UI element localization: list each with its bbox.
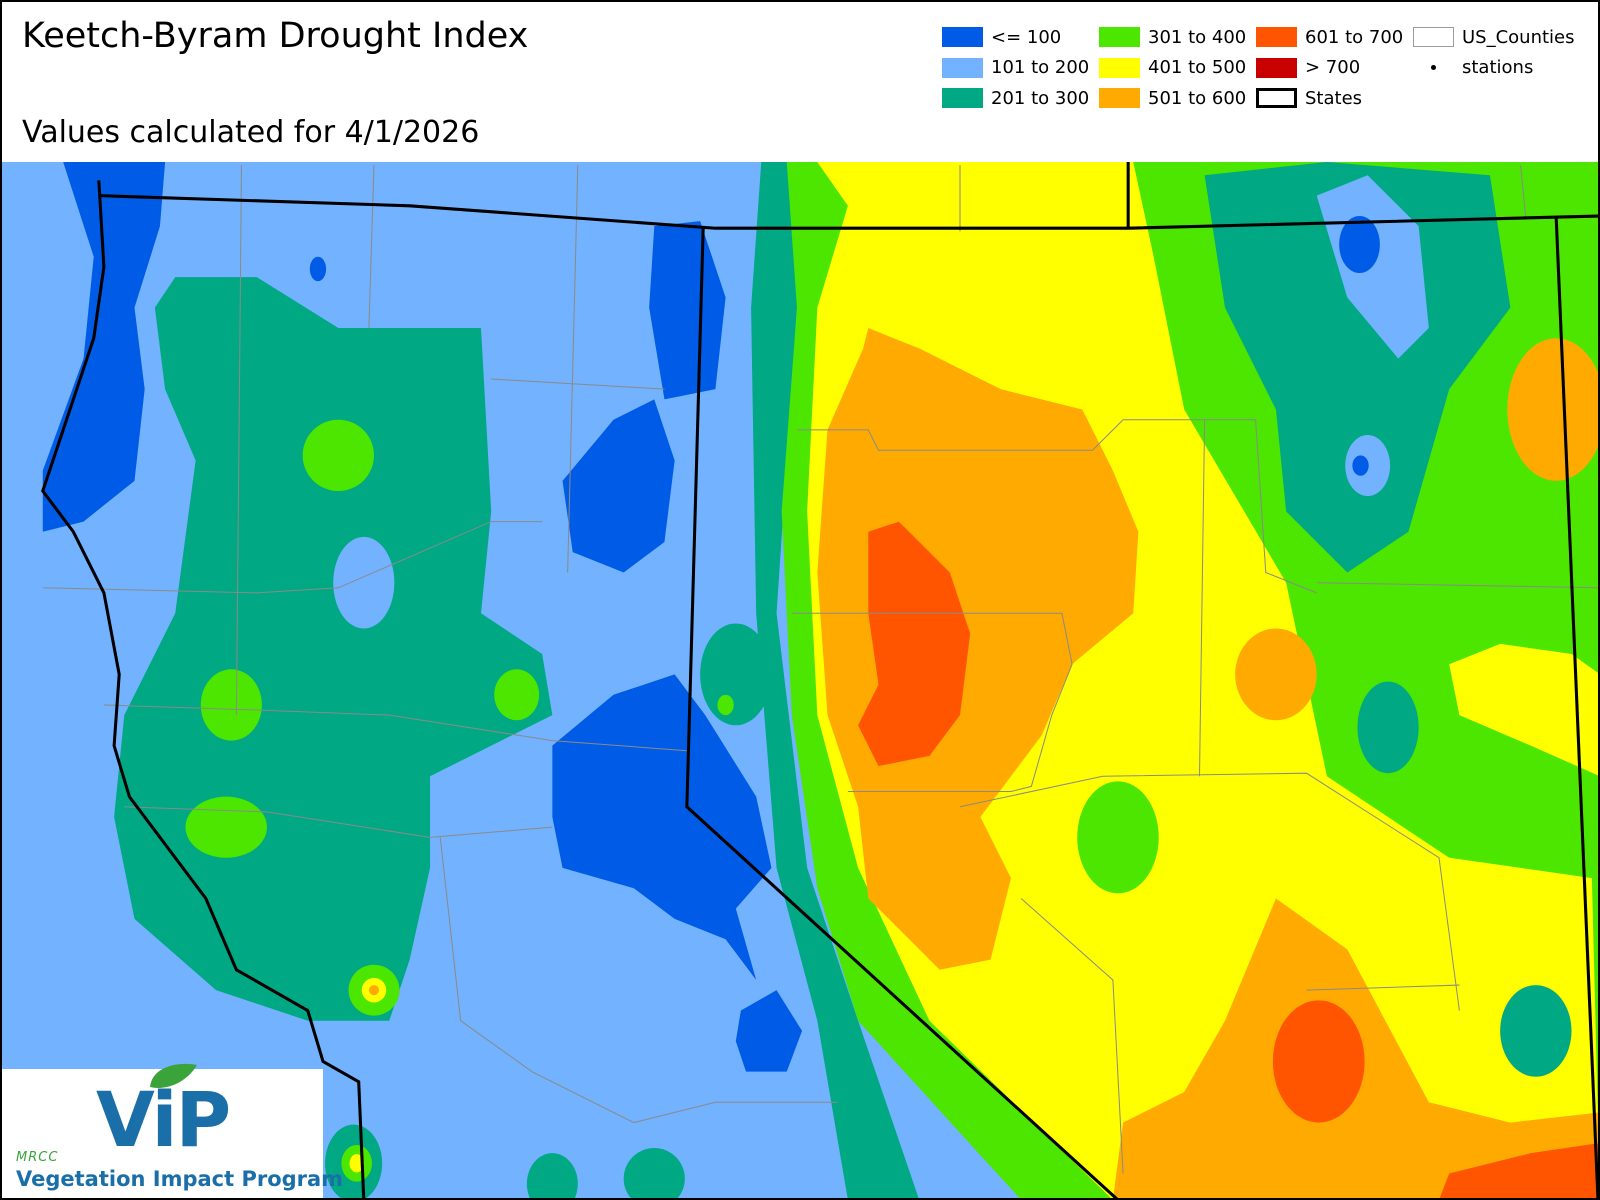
- legend-dot: [1431, 65, 1436, 71]
- legend-label: 301 to 400: [1148, 26, 1247, 48]
- drought-region-shape: [735, 990, 803, 1072]
- drought-region-shape: [1352, 455, 1369, 476]
- state-boundary: [41, 162, 1598, 1198]
- legend-swatch: [942, 57, 983, 78]
- legend-label: 601 to 700: [1305, 26, 1404, 48]
- logo-leaf: [150, 1063, 197, 1088]
- county-boundary-shape: [791, 612, 1073, 793]
- legend-item: <= 100: [942, 22, 1099, 53]
- county-boundary-shape: [1520, 165, 1527, 217]
- drought-region-shape: [623, 1148, 685, 1198]
- legend-swatch: [1256, 88, 1297, 109]
- legend-swatch: [942, 27, 983, 48]
- map: [2, 162, 1598, 1198]
- drought-region-shape: [494, 669, 540, 721]
- drought-region-shape: [1507, 338, 1598, 481]
- drought-region-shape: [309, 256, 327, 282]
- drought-region-shape: [1500, 985, 1572, 1077]
- county-boundary-shape: [959, 772, 1460, 1011]
- legend-swatch: [1099, 27, 1140, 48]
- legend-label: US_Counties: [1462, 26, 1575, 48]
- state-boundary-shape: [98, 194, 1598, 230]
- drought-region-shape: [1339, 215, 1380, 274]
- legend: <= 100 101 to 200 201 to 300 301 to 400 401 …: [942, 22, 1575, 114]
- drought-region-shape: [349, 1154, 364, 1173]
- legend-label: States: [1305, 87, 1363, 109]
- legend-item: 201 to 300: [942, 83, 1099, 114]
- legend-item: 401 to 500: [1099, 53, 1256, 84]
- county-boundary-shape: [1199, 419, 1206, 777]
- legend-swatch: [1099, 88, 1140, 109]
- county-boundary-shape: [1316, 582, 1598, 589]
- county-boundary: [42, 165, 1598, 1174]
- drought-region-shape: [368, 985, 380, 996]
- county-boundary-shape: [235, 165, 243, 716]
- county-boundary-shape: [103, 704, 687, 752]
- legend-item: States: [1256, 83, 1413, 114]
- drought-region-shape: [1439, 1143, 1598, 1198]
- legend-label: <= 100: [991, 26, 1062, 48]
- county-boundary-shape: [439, 837, 838, 1124]
- drought-region: [2, 162, 1598, 1198]
- logo-name: ViP: [96, 1075, 231, 1164]
- legend-item: 601 to 700: [1256, 22, 1413, 53]
- county-boundary-shape: [42, 521, 543, 594]
- legend-item: stations: [1413, 53, 1570, 84]
- drought-region-shape: [700, 623, 772, 726]
- drought-region-shape: [1449, 643, 1598, 776]
- county-boundary-shape: [567, 165, 579, 573]
- county-boundary-shape: [1306, 984, 1460, 991]
- legend-label: stations: [1462, 57, 1534, 79]
- drought-region-shape: [333, 536, 395, 629]
- drought-region-shape: [817, 328, 1139, 970]
- legend-swatch: [1256, 27, 1297, 48]
- legend-label: 401 to 500: [1148, 57, 1247, 79]
- legend-label: 201 to 300: [991, 87, 1090, 109]
- legend-swatch: [942, 88, 983, 109]
- legend-item: 501 to 600: [1099, 83, 1256, 114]
- drought-region-shape: [1272, 1000, 1365, 1123]
- drought-region-shape: [717, 694, 734, 716]
- county-boundary-shape: [368, 165, 375, 329]
- state-boundary-shape: [41, 180, 366, 1198]
- drought-region-shape: [1204, 162, 1511, 573]
- logo: MRCC ViP Vegetation Impact Program: [2, 1063, 343, 1198]
- county-boundary-shape: [796, 419, 1317, 594]
- legend-swatch: [1256, 57, 1297, 78]
- legend-item: US_Counties: [1413, 22, 1575, 53]
- drought-region-shape: [552, 674, 772, 980]
- drought-region-shape: [858, 521, 971, 767]
- county-boundary-shape: [491, 378, 665, 390]
- legend-label: 101 to 200: [991, 57, 1090, 79]
- legend-swatch: [1413, 58, 1454, 78]
- drought-region-shape: [42, 162, 166, 532]
- logo-org: MRCC: [16, 1150, 59, 1165]
- legend-item: 301 to 400: [1099, 22, 1256, 53]
- drought-region-shape: [649, 221, 726, 400]
- drought-region-shape: [1077, 781, 1159, 894]
- legend-item: > 700: [1256, 53, 1413, 84]
- state-boundary-shape: [685, 228, 1119, 1198]
- legend-swatch: [1413, 27, 1454, 48]
- logo-program: Vegetation Impact Program: [16, 1167, 344, 1191]
- county-boundary-shape: [124, 806, 553, 838]
- drought-region-shape: [185, 796, 267, 858]
- county-boundary-shape: [1020, 898, 1124, 1174]
- state-boundary-shape: [1554, 217, 1598, 1198]
- drought-region-shape: [1357, 681, 1419, 774]
- drought-region-shape: [1235, 628, 1317, 721]
- legend-label: > 700: [1305, 57, 1361, 79]
- drought-region-shape: [562, 399, 675, 573]
- legend-label: 501 to 600: [1148, 87, 1247, 109]
- drought-region-shape: [751, 162, 919, 1198]
- map-subtitle: Values calculated for 4/1/2026: [22, 115, 480, 150]
- map-title: Keetch-Byram Drought Index: [22, 16, 529, 56]
- drought-region-shape: [526, 1153, 578, 1198]
- legend-swatch: [1099, 57, 1140, 78]
- legend-item: 101 to 200: [942, 53, 1099, 84]
- drought-region-shape: [302, 419, 374, 492]
- drought-region-shape: [200, 669, 262, 741]
